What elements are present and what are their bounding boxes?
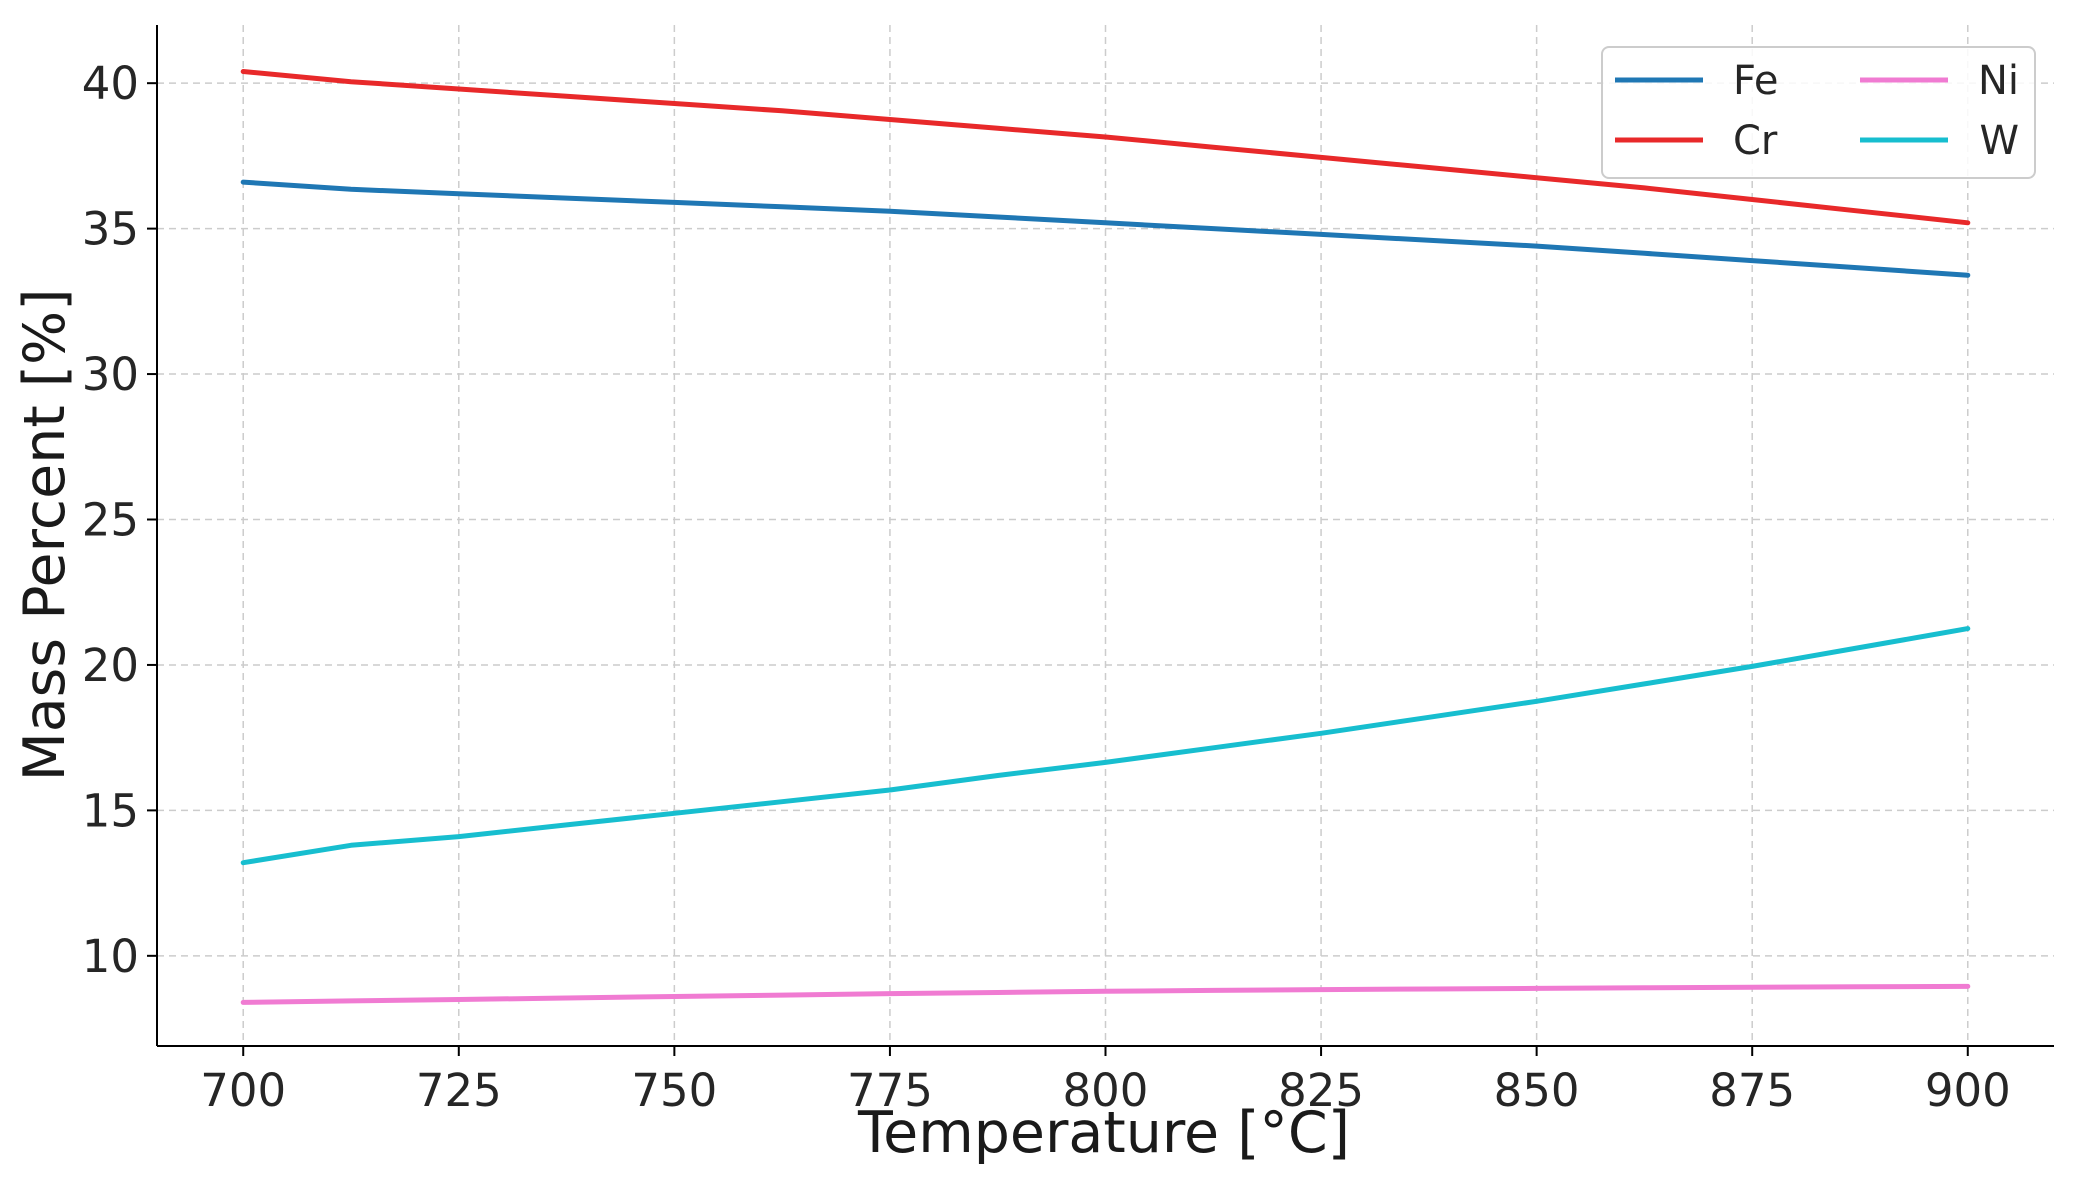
series-line-fe [240, 179, 1971, 278]
grid [157, 25, 2054, 1046]
series-line-ni [240, 983, 1971, 1005]
y-tick-label: 30 [82, 348, 139, 401]
legend-box [1601, 46, 2036, 179]
y-tick-label: 10 [82, 930, 139, 983]
legend: Fe Cr Ni W [1601, 46, 2036, 179]
x-tick-label: 750 [631, 1064, 717, 1117]
series-lines [240, 69, 1971, 1005]
y-tick-label: 20 [82, 639, 139, 692]
y-axis-title: Mass Percent [%] [12, 289, 78, 782]
x-tick-label: 700 [200, 1064, 286, 1117]
series-line-w [240, 626, 1971, 866]
x-tick-label: 875 [1709, 1064, 1795, 1117]
y-tick-label: 25 [82, 494, 139, 547]
legend-label-w: W [1979, 118, 2019, 164]
y-tick-label: 40 [82, 57, 139, 110]
legend-label-cr: Cr [1733, 118, 1778, 164]
legend-label-fe: Fe [1733, 58, 1778, 104]
x-tick-label: 725 [416, 1064, 502, 1117]
x-tick-label: 850 [1494, 1064, 1580, 1117]
x-tick-label: 825 [1278, 1064, 1364, 1117]
axes [147, 25, 2054, 1056]
series-line-cr [240, 69, 1971, 226]
x-tick-label: 900 [1925, 1064, 2011, 1117]
x-tick-label: 775 [847, 1064, 933, 1117]
legend-label-ni: Ni [1978, 58, 2019, 104]
y-tick-label: 35 [82, 203, 139, 256]
x-tick-label: 800 [1063, 1064, 1149, 1117]
y-tick-label: 15 [82, 784, 139, 837]
x-axis-title: Temperature [°C] [857, 1100, 1350, 1166]
tick-labels: 700 725 750 775 800 825 850 875 900 10 15 20 25 30 35 4… [82, 57, 2011, 1117]
